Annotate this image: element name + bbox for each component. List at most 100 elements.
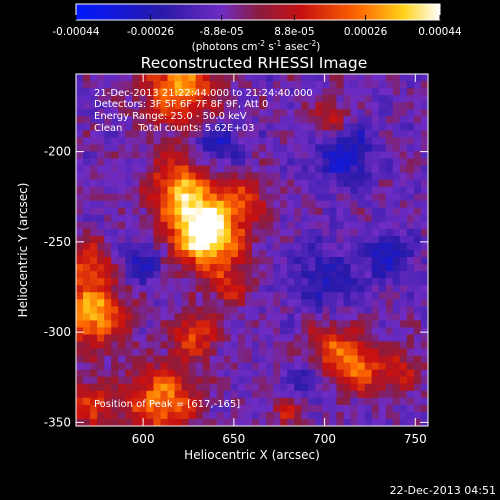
heatmap-cell	[385, 390, 394, 399]
heatmap-cell	[125, 235, 133, 244]
heatmap-cell	[83, 390, 91, 399]
heatmap-cell	[132, 81, 140, 89]
heatmap-cell	[223, 383, 232, 392]
heatmap-cell	[167, 74, 175, 82]
heatmap-cell	[83, 341, 91, 349]
colorbar-tick-label: -0.00026	[127, 26, 175, 38]
heatmap-cell	[83, 165, 91, 173]
heatmap-cell	[357, 278, 366, 286]
heatmap-cell	[153, 207, 161, 216]
heatmap-cell	[244, 320, 253, 328]
heatmap-cell	[244, 151, 253, 159]
heatmap-cell	[97, 376, 105, 385]
heatmap-cell	[294, 250, 302, 258]
heatmap-cell	[420, 327, 428, 335]
heatmap-cell	[392, 390, 401, 399]
heatmap-cell	[244, 123, 253, 131]
heatmap-cell	[406, 320, 415, 328]
heatmap-cell	[378, 278, 387, 286]
heatmap-cell	[160, 334, 168, 342]
heatmap-cell	[209, 74, 218, 82]
heatmap-cell	[280, 102, 288, 110]
colorbar-tick-label: 0.00044	[418, 26, 462, 38]
heatmap-cell	[195, 327, 204, 335]
heatmap-cell	[343, 264, 351, 272]
heatmap-cell	[371, 383, 380, 392]
heatmap-cell	[364, 348, 373, 356]
heatmap-cell	[209, 383, 218, 392]
heatmap-cell	[90, 369, 98, 378]
heatmap-cell	[266, 390, 274, 399]
heatmap-cell	[294, 144, 302, 152]
heatmap-cell	[399, 348, 408, 356]
heatmap-cell	[202, 320, 211, 328]
heatmap-cell	[202, 172, 211, 180]
heatmap-cell	[237, 355, 246, 364]
heatmap-cell	[160, 158, 168, 166]
heatmap-cell	[209, 151, 218, 159]
heatmap-cell	[266, 341, 274, 349]
heatmap-cell	[392, 250, 401, 258]
heatmap-cell	[139, 285, 147, 293]
heatmap-cell	[252, 348, 260, 356]
heatmap-cell	[266, 376, 274, 385]
heatmap-cell	[174, 355, 182, 364]
heatmap-cell	[315, 144, 323, 152]
heatmap-cell	[97, 250, 105, 258]
heatmap-cell	[294, 81, 302, 89]
heatmap-cell	[406, 235, 415, 244]
heatmap-cell	[420, 397, 428, 406]
heatmap-cell	[273, 137, 281, 145]
heatmap-cell	[111, 186, 119, 195]
heatmap-cell	[118, 228, 126, 237]
heatmap-cell	[111, 292, 119, 300]
heatmap-cell	[97, 221, 105, 230]
heatmap-cell	[399, 109, 408, 117]
heatmap-cell	[216, 264, 225, 272]
heatmap-cell	[371, 221, 380, 230]
heatmap-cell	[350, 264, 358, 272]
heatmap-cell	[350, 158, 358, 166]
heatmap-cell	[343, 158, 351, 166]
heatmap-cell	[301, 81, 309, 89]
heatmap-cell	[280, 348, 288, 356]
heatmap-cell	[139, 369, 147, 378]
heatmap-cell	[357, 158, 366, 166]
heatmap-cell	[181, 264, 190, 272]
heatmap-cell	[111, 81, 119, 89]
heatmap-cell	[343, 355, 351, 364]
heatmap-cell	[195, 383, 204, 392]
heatmap-cell	[174, 362, 182, 371]
heatmap-cell	[315, 327, 323, 335]
heatmap-cell	[230, 292, 239, 300]
heatmap-cell	[244, 341, 253, 349]
heatmap-cell	[83, 235, 91, 244]
heatmap-cell	[308, 397, 316, 406]
heatmap-cell	[202, 123, 211, 131]
heatmap-cell	[399, 130, 408, 138]
heatmap-cell	[83, 257, 91, 265]
heatmap-cell	[167, 137, 175, 145]
heatmap-cell	[125, 179, 133, 188]
heatmap-cell	[181, 285, 190, 293]
heatmap-cell	[125, 130, 133, 138]
heatmap-cell	[216, 376, 225, 385]
heatmap-cell	[90, 242, 98, 251]
heatmap-cell	[392, 348, 401, 356]
heatmap-cell	[181, 235, 190, 244]
heatmap-cell	[399, 123, 408, 131]
heatmap-cell	[202, 130, 211, 138]
heatmap-cell	[252, 123, 260, 131]
heatmap-cell	[378, 214, 387, 223]
heatmap-cell	[343, 74, 351, 82]
heatmap-cell	[118, 348, 126, 356]
heatmap-cell	[104, 95, 112, 103]
heatmap-cell	[343, 320, 351, 328]
heatmap-cell	[266, 362, 274, 371]
heatmap-cell	[399, 334, 408, 342]
heatmap-cell	[350, 130, 358, 138]
heatmap-cell	[188, 144, 197, 152]
heatmap-cell	[118, 242, 126, 251]
heatmap-cell	[252, 404, 260, 413]
heatmap-cell	[104, 81, 112, 89]
